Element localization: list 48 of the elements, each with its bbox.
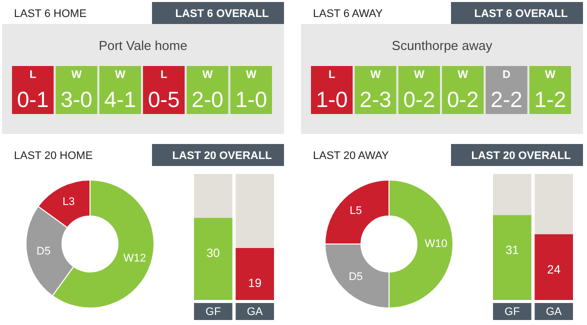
data-label: 19 bbox=[248, 276, 262, 290]
text: 2-0 bbox=[192, 87, 224, 112]
text: 0-5 bbox=[148, 87, 180, 112]
text: 1-2 bbox=[534, 87, 566, 112]
x-tick-label: GA bbox=[546, 306, 562, 318]
category-label: L bbox=[328, 69, 336, 81]
category-label: W bbox=[458, 69, 469, 81]
data-label: L3 bbox=[62, 196, 75, 208]
category-label: W bbox=[71, 69, 82, 81]
data-label: 30 bbox=[206, 246, 220, 260]
data-label: W10 bbox=[424, 238, 448, 250]
data-label: 31 bbox=[505, 243, 520, 258]
category-label: W bbox=[370, 69, 382, 81]
text: LAST 6 OVERALL bbox=[474, 8, 568, 20]
x-tick-label: GF bbox=[504, 306, 520, 318]
category-label: L bbox=[160, 69, 168, 81]
category-label: L bbox=[29, 69, 36, 81]
category-label: W bbox=[202, 69, 214, 81]
data-label: D5 bbox=[36, 245, 51, 258]
text: 1-0 bbox=[235, 87, 268, 112]
text: LAST 6 OVERALL bbox=[175, 8, 270, 20]
text: Scunthorpe away bbox=[392, 38, 493, 53]
text: 0-2 bbox=[446, 87, 479, 112]
category-label: W bbox=[114, 69, 126, 81]
category-label: W bbox=[414, 69, 425, 81]
text: 4-1 bbox=[104, 87, 136, 112]
data-label: D5 bbox=[348, 271, 363, 284]
chart-title: LAST 20 AWAY bbox=[313, 150, 390, 162]
category-label: W bbox=[246, 69, 257, 81]
text: 1-0 bbox=[316, 87, 348, 112]
text: LAST 6 AWAY bbox=[313, 8, 384, 20]
chart-title: LAST 20 HOME bbox=[14, 150, 93, 162]
text: 0-1 bbox=[16, 87, 49, 112]
x-tick-label: GA bbox=[246, 306, 264, 318]
data-label: 24 bbox=[547, 262, 561, 276]
text: LAST 6 HOME bbox=[14, 8, 87, 20]
text: 0-2 bbox=[403, 87, 436, 112]
text: LAST 20 OVERALL bbox=[172, 150, 272, 162]
category-label: W bbox=[544, 69, 556, 81]
data-label: W12 bbox=[123, 252, 146, 265]
text: Port Vale home bbox=[98, 38, 188, 53]
text: 2-3 bbox=[360, 87, 392, 112]
x-tick-label: GF bbox=[206, 306, 222, 318]
category-label: D bbox=[502, 69, 511, 81]
text: LAST 20 OVERALL bbox=[471, 150, 572, 162]
text: 2-2 bbox=[490, 87, 522, 112]
data-label: L5 bbox=[350, 204, 362, 217]
text: 3-0 bbox=[60, 87, 92, 112]
